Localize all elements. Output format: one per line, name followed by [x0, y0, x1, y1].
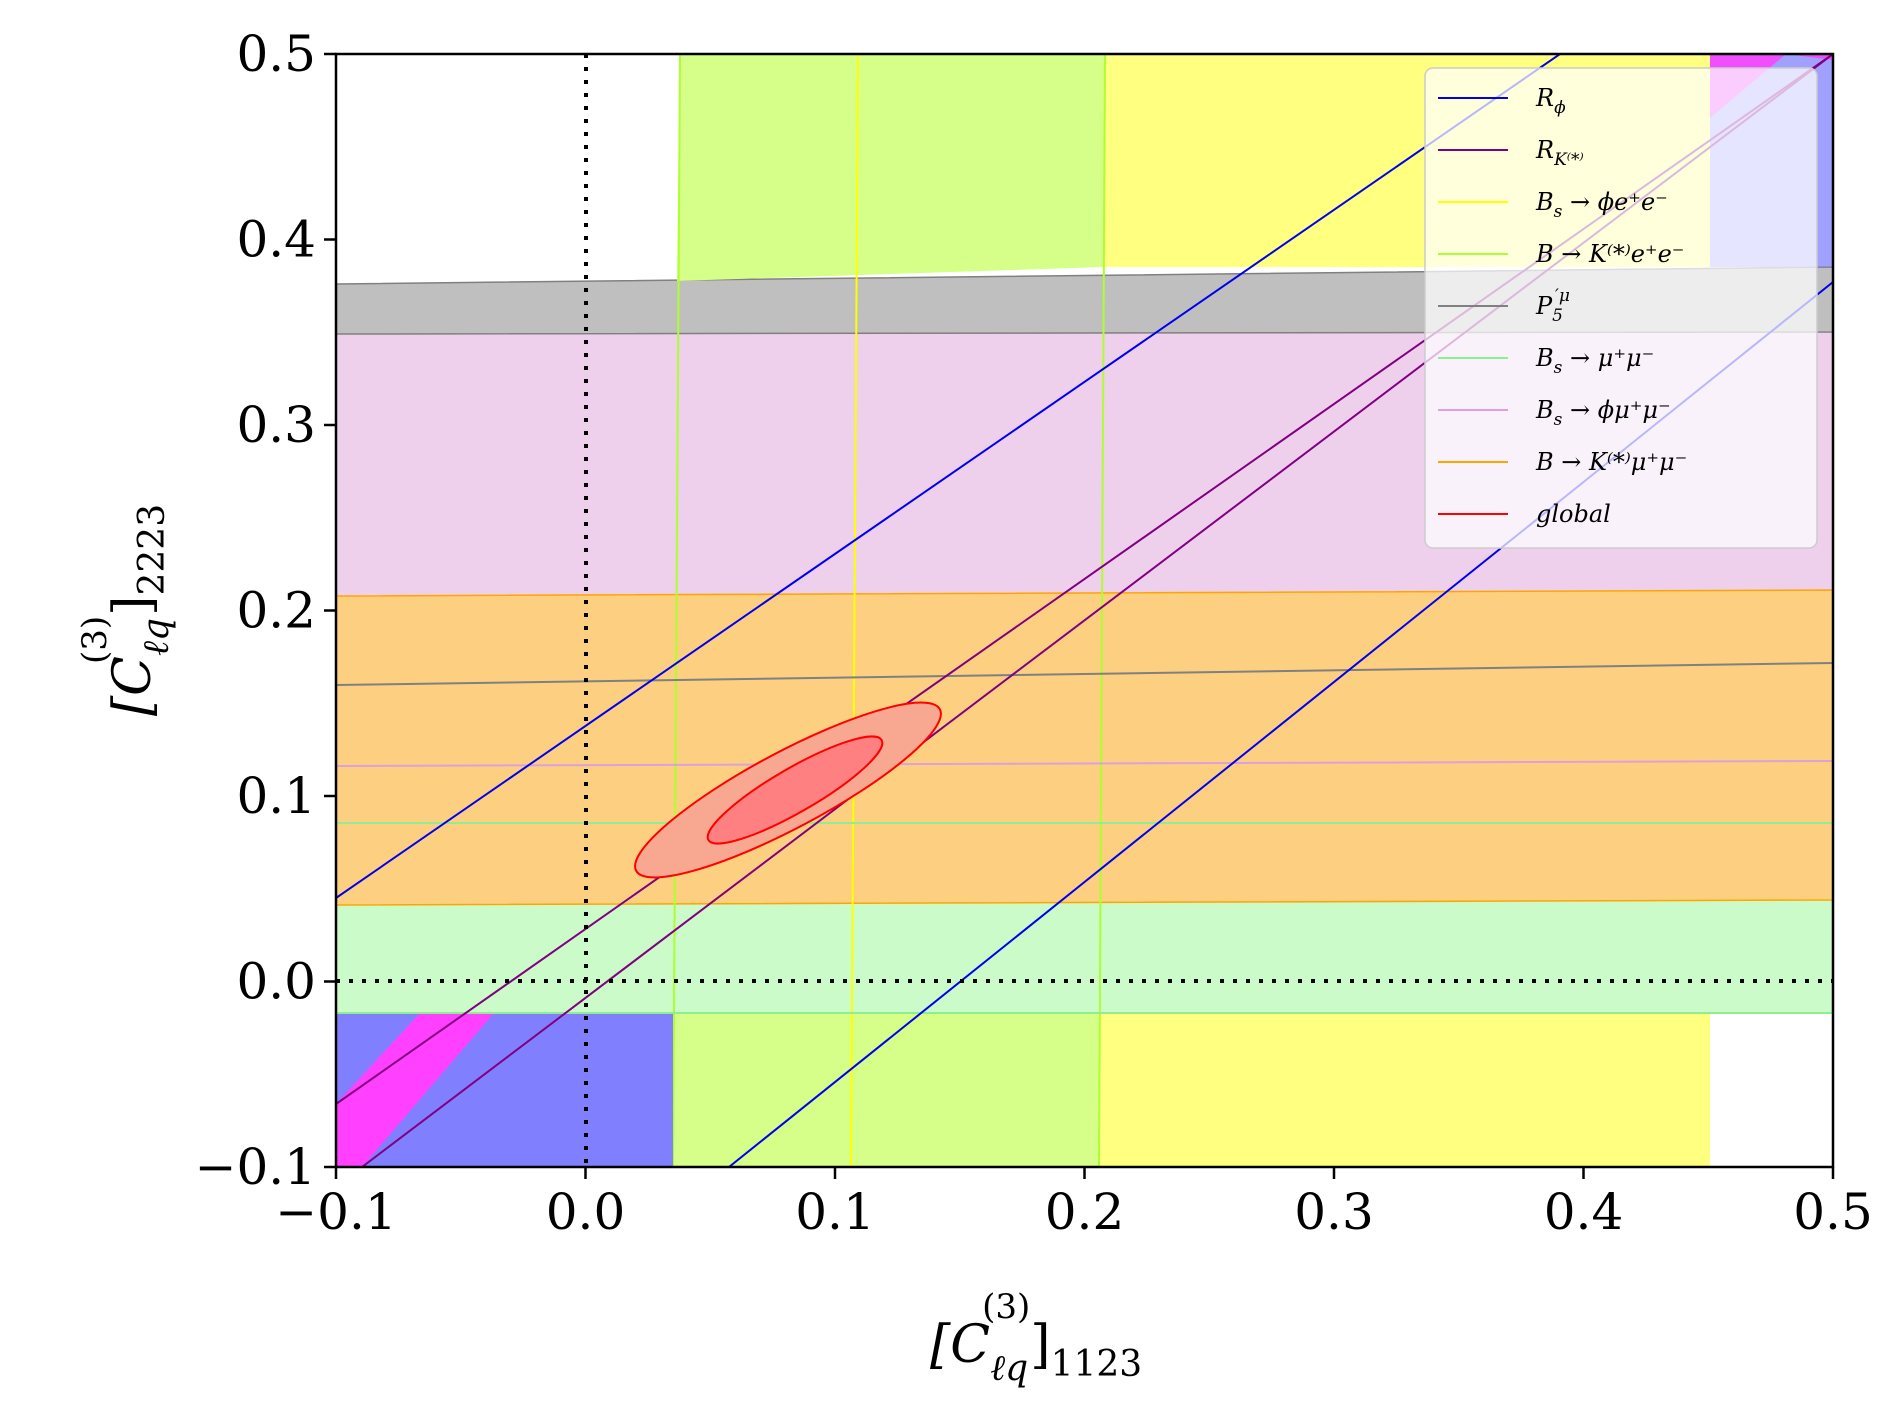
legend-item: B → K⁽*⁾e⁺e⁻: [1438, 240, 1684, 268]
r-phi-line-upper: [336, 54, 1561, 899]
y-tick-label: 0.3: [236, 396, 316, 454]
x-tick-label: 0.3: [1294, 1183, 1374, 1241]
x-tick-label: 0.1: [795, 1183, 875, 1241]
y-axis: −0.1 0.0 0.1 0.2 0.3 0.4 0.5: [195, 25, 336, 1196]
x-tick-label: 0.0: [546, 1183, 626, 1241]
legend-label: B → K⁽*⁾e⁺e⁻: [1535, 240, 1684, 268]
x-axis-label: [Cℓq(3)]1123: [930, 1287, 1142, 1389]
legend-item: Bs → ϕe⁺e⁻: [1438, 188, 1668, 222]
x-tick-label: −0.1: [275, 1183, 396, 1241]
bs-phi-mumu-center-line: [336, 760, 1833, 767]
x-tick-label: 0.5: [1793, 1183, 1873, 1241]
legend-label: B → K⁽*⁾μ⁺μ⁻: [1535, 448, 1687, 476]
legend-item: global: [1438, 500, 1611, 528]
b-k-ee-band-top: [677, 54, 1105, 281]
y-tick-label: −0.1: [195, 1138, 316, 1196]
legend-item: B → K⁽*⁾μ⁺μ⁻: [1438, 448, 1687, 476]
svg-text:[Cℓq(3)]1123: [Cℓq(3)]1123: [930, 1287, 1142, 1389]
global-inner-ellipse: [706, 735, 884, 845]
x-tick-label: 0.4: [1544, 1183, 1624, 1241]
y-tick-label: 0.2: [236, 582, 316, 640]
legend-label: Bs → ϕμ⁺μ⁻: [1535, 396, 1671, 430]
svg-text:[Cℓq(3)]2223: [Cℓq(3)]2223: [75, 504, 177, 716]
bs-phi-ee-center: [850, 54, 859, 1167]
legend-label: RK⁽*⁾: [1535, 136, 1584, 170]
legend-item: RK⁽*⁾: [1438, 136, 1584, 170]
y-tick-label: 0.0: [236, 953, 316, 1011]
legend-item: Bs → ϕμ⁺μ⁻: [1438, 396, 1671, 430]
legend-label: global: [1536, 500, 1611, 528]
y-axis-label: [Cℓq(3)]2223: [75, 504, 177, 716]
y-tick-label: 0.1: [236, 767, 316, 825]
legend-item: P5′μ: [1438, 286, 1570, 326]
x-tick-label: 0.2: [1045, 1183, 1125, 1241]
y-tick-label: 0.4: [236, 211, 316, 269]
y-tick-label: 0.5: [236, 25, 316, 83]
legend-item: Bs → μ⁺μ⁻: [1438, 344, 1654, 378]
legend-label: Bs → μ⁺μ⁻: [1535, 344, 1654, 378]
b-k-ee-edge-right: [1098, 54, 1106, 1167]
legend-label: P5′μ: [1535, 286, 1570, 326]
legend-item: Rϕ: [1438, 84, 1566, 118]
legend-label: Rϕ: [1535, 84, 1566, 118]
legend: Rϕ RK⁽*⁾ Bs → ϕe⁺e⁻ B → K⁽*⁾e⁺e⁻ P5′μ Bs → μ⁺…: [1424, 67, 1818, 549]
legend-label: Bs → ϕe⁺e⁻: [1535, 188, 1668, 222]
b-k-ee-band-bottom: [673, 1013, 1099, 1167]
b-k-mumu-band: [336, 589, 1833, 906]
corner-magenta-bottom: [336, 1013, 494, 1167]
legend-box: [1424, 67, 1818, 549]
x-axis: −0.1 0.0 0.1 0.2 0.3 0.4 0.5: [275, 1167, 1873, 1241]
